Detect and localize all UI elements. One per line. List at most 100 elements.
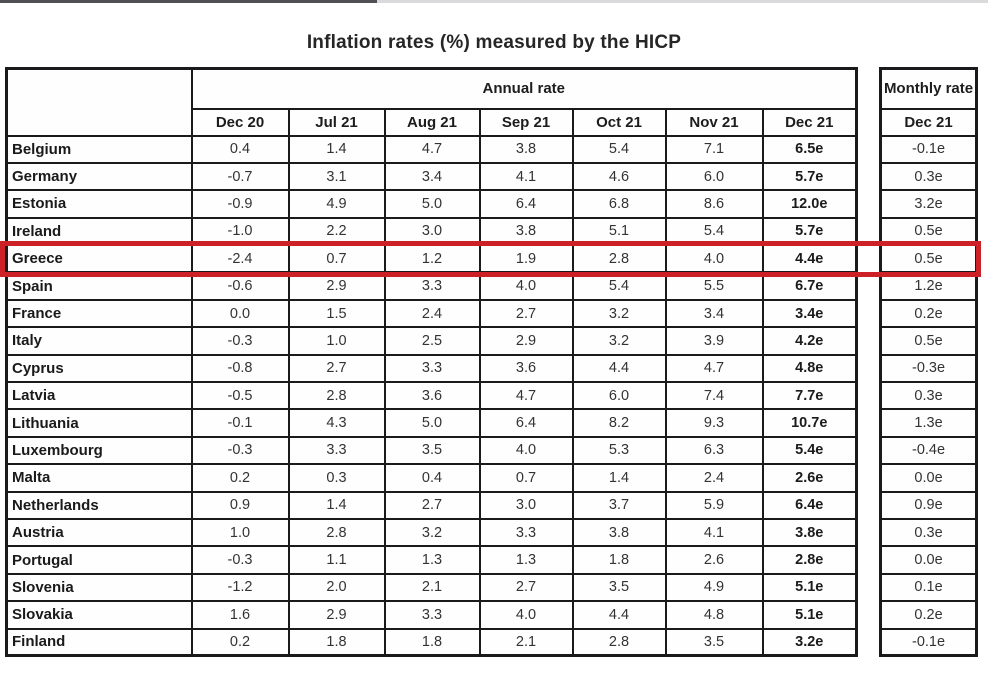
country-label: Ireland: [5, 216, 193, 247]
table-row: Portugal -0.3 1.1 1.3 1.3 1.8 2.6 2.8e: [5, 545, 858, 575]
annual-value-cell: 2.8: [571, 244, 667, 274]
annual-value-cell: 3.6: [478, 353, 574, 384]
table-row: Spain -0.6 2.9 3.3 4.0 5.4 5.5 6.7e: [5, 271, 858, 301]
monthly-value-cell: 0.5e: [879, 244, 978, 274]
annual-value-cell: 5.1e: [761, 600, 858, 630]
annual-value-cell: 2.9: [287, 600, 386, 630]
annual-value-cell: 3.5: [664, 627, 764, 657]
annual-value-cell: 2.2: [287, 216, 386, 247]
annual-value-cell: 3.4e: [761, 298, 858, 329]
annual-value-cell: 5.1: [571, 216, 667, 247]
annual-value-cell: -0.3: [190, 435, 290, 466]
annual-value-cell: 1.4: [571, 463, 667, 493]
annual-value-cell: 3.5: [383, 435, 481, 466]
annual-value-cell: 4.4: [571, 600, 667, 630]
country-label: Portugal: [5, 545, 193, 575]
country-label: Belgium: [5, 134, 193, 164]
annual-value-cell: 0.2: [190, 627, 290, 657]
annual-value-cell: -0.1: [190, 408, 290, 438]
annual-value-cell: 4.7: [383, 134, 481, 164]
monthly-value-cell: 0.3e: [879, 381, 978, 411]
monthly-column-header-dec21: Dec 21: [879, 107, 978, 137]
monthly-value-cell: -0.3e: [879, 353, 978, 384]
annual-value-cell: 0.4: [383, 463, 481, 493]
annual-value-cell: -0.9: [190, 189, 290, 219]
country-label: Luxembourg: [5, 435, 193, 466]
annual-value-cell: 5.0: [383, 408, 481, 438]
monthly-value-cell: -0.4e: [879, 435, 978, 466]
table-row: Austria 1.0 2.8 3.2 3.3 3.8 4.1 3.8e: [5, 517, 858, 548]
country-label: Cyprus: [5, 353, 193, 384]
table-row: Slovenia -1.2 2.0 2.1 2.7 3.5 4.9 5.1e: [5, 572, 858, 603]
monthly-rate-table: Monthly rate Dec 21 -0.1e 0.3e 3.2e 0.5e 0.5…: [879, 67, 979, 658]
annual-value-cell: 2.8: [287, 517, 386, 548]
annual-value-cell: 5.9: [664, 490, 764, 520]
annual-value-cell: 5.7e: [761, 161, 858, 192]
monthly-table-row: 1.2e: [879, 271, 978, 301]
country-label: Malta: [5, 463, 193, 493]
country-label: Estonia: [5, 189, 193, 219]
top-edge-line-dark: [0, 0, 377, 3]
monthly-value-cell: 0.3e: [879, 161, 978, 192]
monthly-value-cell: 1.3e: [879, 408, 978, 438]
annual-value-cell: 7.4: [664, 381, 764, 411]
annual-value-cell: 2.8: [287, 381, 386, 411]
annual-value-cell: 6.4: [478, 408, 574, 438]
annual-value-cell: -1.0: [190, 216, 290, 247]
monthly-value-cell: 0.2e: [879, 600, 978, 630]
page-title: Inflation rates (%) measured by the HICP: [306, 32, 682, 53]
monthly-table-row: 0.0e: [879, 463, 978, 493]
annual-value-cell: 3.5: [571, 572, 667, 603]
table-row: Ireland -1.0 2.2 3.0 3.8 5.1 5.4 5.7e: [5, 216, 858, 247]
annual-value-cell: 3.9: [664, 326, 764, 356]
monthly-value-cell: 0.0e: [879, 463, 978, 493]
monthly-table-row: 0.3e: [879, 517, 978, 548]
table-row: Netherlands 0.9 1.4 2.7 3.0 3.7 5.9 6.4e: [5, 490, 858, 520]
annual-value-cell: 7.7e: [761, 381, 858, 411]
annual-value-cell: 1.0: [190, 517, 290, 548]
annual-value-cell: -0.5: [190, 381, 290, 411]
annual-value-cell: 2.0: [287, 572, 386, 603]
country-label: Greece: [5, 244, 193, 274]
annual-value-cell: 0.4: [190, 134, 290, 164]
monthly-value-cell: 1.2e: [879, 271, 978, 301]
monthly-table-row: 0.0e: [879, 545, 978, 575]
annual-value-cell: 4.0: [664, 244, 764, 274]
table-row: Estonia -0.9 4.9 5.0 6.4 6.8 8.6 12.0e: [5, 189, 858, 219]
annual-value-cell: -0.6: [190, 271, 290, 301]
annual-value-cell: 10.7e: [761, 408, 858, 438]
table-row: Lithuania -0.1 4.3 5.0 6.4 8.2 9.3 10.7e: [5, 408, 858, 438]
table-row: Finland 0.2 1.8 1.8 2.1 2.8 3.5 3.2e: [5, 627, 858, 657]
monthly-table-row: 1.3e: [879, 408, 978, 438]
annual-value-cell: 7.1: [664, 134, 764, 164]
monthly-table-row: 0.9e: [879, 490, 978, 520]
annual-value-cell: 0.3: [287, 463, 386, 493]
annual-value-cell: 6.4e: [761, 490, 858, 520]
annual-value-cell: 0.0: [190, 298, 290, 329]
annual-value-cell: 1.2: [383, 244, 481, 274]
annual-value-cell: 1.5: [287, 298, 386, 329]
monthly-table-row: 0.2e: [879, 600, 978, 630]
annual-value-cell: 2.4: [383, 298, 481, 329]
monthly-table-row: 0.5e: [879, 216, 978, 247]
annual-value-cell: 0.9: [190, 490, 290, 520]
annual-value-cell: 12.0e: [761, 189, 858, 219]
monthly-value-cell: -0.1e: [879, 627, 978, 657]
annual-value-cell: 4.7: [478, 381, 574, 411]
annual-value-cell: 4.1: [478, 161, 574, 192]
annual-value-cell: 9.3: [664, 408, 764, 438]
annual-value-cell: 4.2e: [761, 326, 858, 356]
annual-value-cell: 3.3: [383, 353, 481, 384]
annual-value-cell: 1.6: [190, 600, 290, 630]
annual-value-cell: 1.4: [287, 134, 386, 164]
table-row: Belgium 0.4 1.4 4.7 3.8 5.4 7.1 6.5e: [5, 134, 858, 164]
country-label: Lithuania: [5, 408, 193, 438]
annual-rate-table: Annual rate Dec 20 Jul 21 Aug 21 Sep 21 …: [5, 67, 859, 658]
annual-value-cell: 3.8: [571, 517, 667, 548]
annual-value-cell: 6.0: [571, 381, 667, 411]
monthly-table-row: 0.3e: [879, 381, 978, 411]
country-label: Austria: [5, 517, 193, 548]
annual-value-cell: 3.3: [287, 435, 386, 466]
annual-value-cell: 3.3: [383, 600, 481, 630]
